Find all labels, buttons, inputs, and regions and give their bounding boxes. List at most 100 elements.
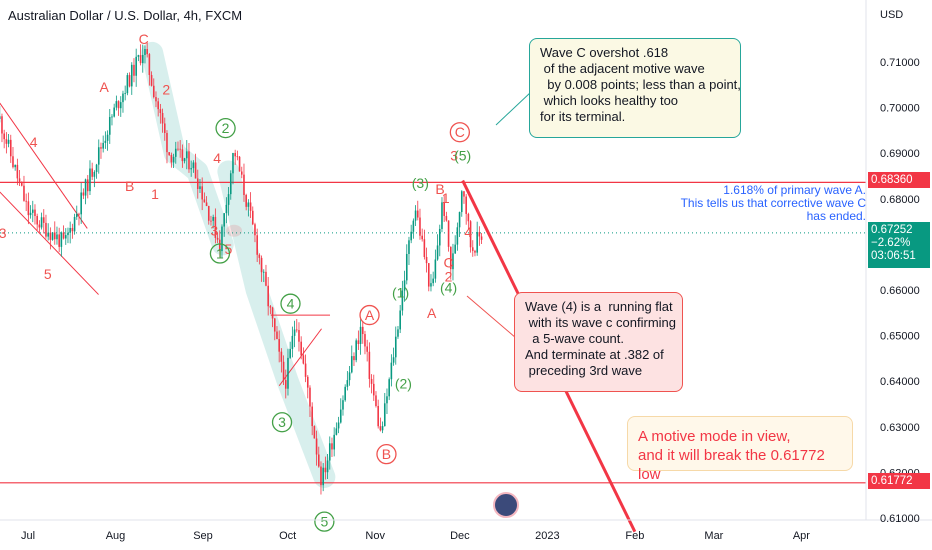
callout-line: And terminate at .382 of [525, 347, 664, 362]
candle-body [64, 235, 67, 239]
candle-body [95, 164, 98, 172]
candle-body [23, 185, 25, 201]
candle-body [227, 194, 230, 205]
price-change: −2.62% [871, 237, 911, 249]
candle-body [419, 217, 421, 236]
wave-marker [226, 224, 243, 237]
candle-body [137, 55, 140, 57]
candle-body [269, 306, 272, 308]
candle-body [232, 152, 234, 174]
candle-body [273, 318, 276, 332]
candle-body [456, 227, 459, 245]
candle-body [467, 213, 470, 222]
candle-body [366, 346, 368, 352]
candle-body [335, 428, 338, 435]
candle-body [258, 254, 261, 258]
candle-body [196, 178, 199, 189]
candle-body [306, 376, 309, 388]
current-price: 0.67252 [871, 224, 913, 236]
candle-body [104, 140, 107, 143]
candle-body [122, 93, 124, 103]
time-tick-label: Mar [704, 530, 723, 542]
candle-body [161, 113, 164, 124]
candle-body [62, 232, 65, 239]
callout-line: with its wave c confirming [525, 315, 676, 330]
candle-body [353, 356, 355, 361]
candle-body [458, 212, 461, 228]
candle-body [236, 156, 239, 158]
candle-body [430, 283, 432, 287]
candle-body [276, 331, 278, 340]
candle-body [333, 434, 335, 450]
candle-body [386, 396, 388, 404]
candle-body [454, 244, 456, 254]
candle-body [401, 290, 404, 311]
wave-label: A [365, 307, 375, 323]
price-axis[interactable]: 0.710000.700000.690000.680000.670000.660… [880, 57, 920, 525]
candle-body [166, 132, 168, 153]
candle-body [18, 178, 21, 182]
wave-label: (5) [454, 147, 471, 163]
candle-body [45, 222, 47, 237]
callout-line: of the adjacent motive wave [540, 61, 705, 76]
candle-body [174, 148, 177, 157]
wave-label: 1 [442, 190, 450, 206]
candle-body [370, 378, 373, 384]
candle-body [403, 280, 406, 291]
candle-body [245, 195, 247, 207]
callout-line: a 5-wave count. [525, 331, 624, 346]
wave-label: 3 [450, 147, 458, 163]
candle-body [20, 181, 23, 186]
candle-body [135, 56, 137, 76]
callout-wave-c-overshot[interactable]: Wave C overshot .618 of the adjacent mot… [529, 38, 741, 138]
candle-body [212, 216, 214, 221]
candle-body [445, 215, 448, 221]
candle-body [315, 438, 318, 455]
candle-body [199, 186, 201, 189]
candle-body [119, 102, 122, 109]
candle-body [460, 191, 463, 213]
candle-body [238, 156, 241, 172]
price-tag-current[interactable]: 0.67252 −2.62% 03:06:51 [868, 222, 930, 268]
candle-body [177, 148, 179, 150]
candle-body [265, 271, 267, 286]
wave-label-circle [314, 511, 335, 532]
candle-body [58, 234, 60, 247]
candle-body [229, 173, 232, 195]
wave-label: 3 [210, 223, 218, 239]
candle-body [7, 139, 10, 144]
price-tag-upper-line[interactable]: 0.68360 [868, 172, 930, 188]
wave-label: (3) [412, 175, 429, 191]
wave-label-circle [209, 243, 231, 264]
candle-body [361, 326, 364, 335]
candle-body [38, 224, 41, 228]
candle-body [157, 101, 159, 110]
candle-body [150, 74, 153, 86]
candle-body [284, 380, 287, 389]
candle-body [91, 168, 93, 177]
callout-motive-mode[interactable]: A motive mode in view, and it will break… [627, 416, 853, 483]
candle-body [144, 49, 146, 55]
time-axis[interactable]: Jul Aug Sep Oct Nov Dec 2023 Feb Mar Apr [21, 530, 810, 542]
candle-body [434, 259, 437, 279]
candle-body [480, 236, 483, 240]
candle-body [111, 116, 113, 118]
time-tick-label: Aug [106, 530, 126, 542]
candle-body [432, 278, 434, 284]
time-tick-label: Dec [450, 530, 470, 542]
candle-body [29, 212, 32, 216]
wave-band [141, 41, 234, 256]
candle-body [375, 395, 377, 406]
wave-label: A [427, 305, 437, 321]
callout-line: Wave (4) is a running flat [525, 299, 673, 314]
price-tag-lower-line[interactable]: 0.61772 [868, 473, 930, 489]
time-tick-label: Feb [625, 530, 644, 542]
wave-label: 2 [222, 120, 230, 136]
flag-logo-icon[interactable] [493, 492, 519, 518]
callout-wave-4-running-flat[interactable]: Wave (4) is a running flat with its wave… [514, 292, 683, 392]
candle-body [218, 239, 221, 252]
candle-body [78, 213, 80, 215]
candle-body [350, 356, 353, 373]
time-tick-label: Jul [21, 530, 35, 542]
wave-label: A [100, 79, 110, 95]
